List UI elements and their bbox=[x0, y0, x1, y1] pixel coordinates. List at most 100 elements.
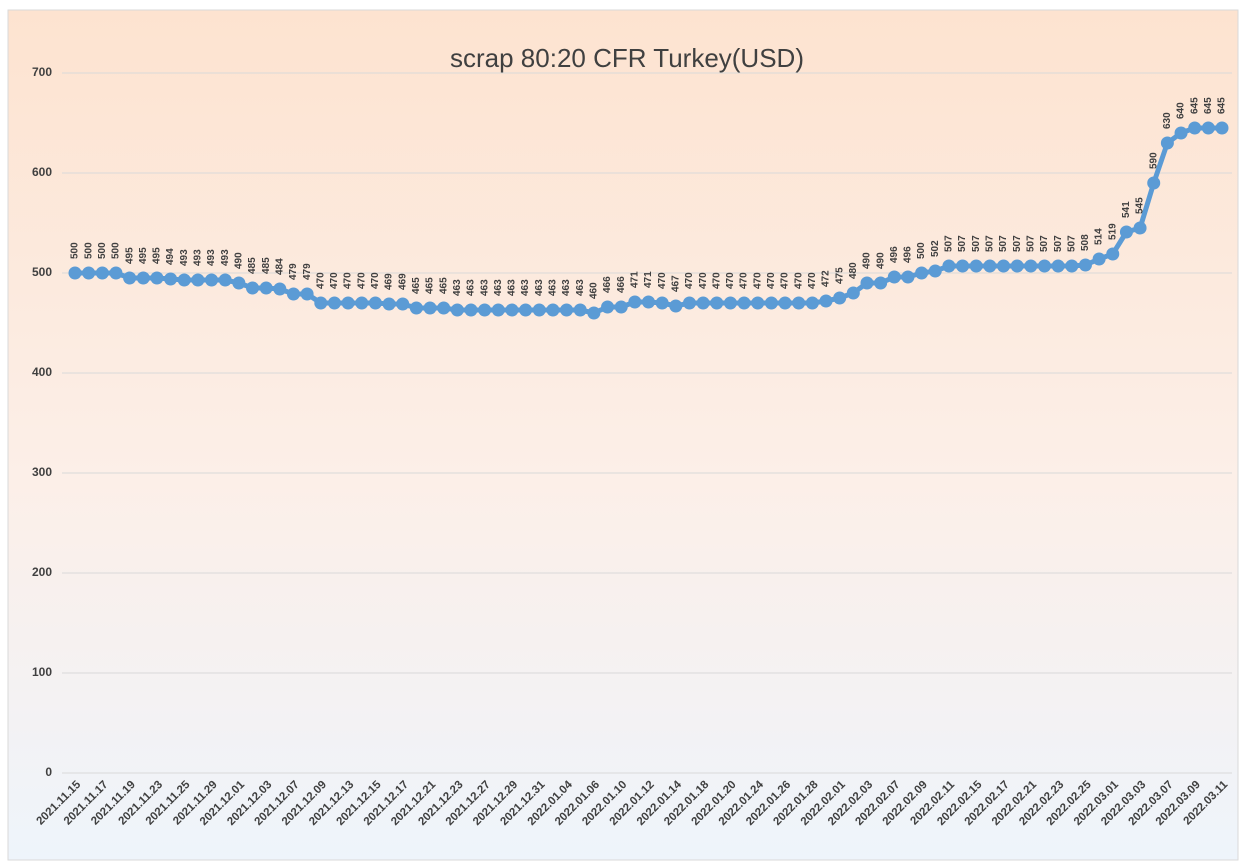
data-point bbox=[382, 297, 396, 311]
chart-title: scrap 80:20 CFR Turkey(USD) bbox=[450, 43, 804, 73]
data-label: 507 bbox=[1025, 235, 1036, 252]
data-label: 496 bbox=[889, 246, 900, 263]
data-label: 507 bbox=[957, 235, 968, 252]
data-label: 470 bbox=[780, 272, 791, 289]
data-label: 475 bbox=[834, 267, 845, 284]
data-point bbox=[997, 259, 1011, 273]
data-label: 645 bbox=[1189, 97, 1200, 114]
y-tick-label: 300 bbox=[32, 465, 52, 479]
data-label: 500 bbox=[70, 242, 81, 259]
data-point bbox=[1078, 258, 1092, 272]
y-tick-label: 600 bbox=[32, 165, 52, 179]
data-label: 470 bbox=[766, 272, 777, 289]
data-point bbox=[191, 273, 205, 287]
data-point bbox=[259, 281, 273, 295]
data-point bbox=[778, 296, 792, 310]
data-label: 640 bbox=[1176, 102, 1187, 119]
data-point bbox=[983, 259, 997, 273]
data-point bbox=[546, 303, 560, 317]
data-point bbox=[737, 296, 751, 310]
data-label: 485 bbox=[247, 257, 258, 274]
data-point bbox=[723, 296, 737, 310]
data-label: 472 bbox=[821, 270, 832, 287]
data-label: 463 bbox=[548, 279, 559, 296]
data-point bbox=[805, 296, 819, 310]
data-label: 490 bbox=[233, 252, 244, 269]
data-point bbox=[341, 296, 355, 310]
data-point bbox=[232, 276, 246, 290]
data-point bbox=[860, 276, 874, 290]
data-point bbox=[655, 296, 669, 310]
y-tick-label: 0 bbox=[45, 765, 52, 779]
data-point bbox=[286, 287, 300, 301]
data-label: 590 bbox=[1148, 152, 1159, 169]
data-point bbox=[764, 296, 778, 310]
data-label: 507 bbox=[1012, 235, 1023, 252]
data-label: 495 bbox=[138, 247, 149, 264]
data-label: 514 bbox=[1094, 228, 1105, 245]
data-point bbox=[136, 271, 150, 285]
data-label: 630 bbox=[1162, 112, 1173, 129]
data-point bbox=[218, 273, 232, 287]
data-label: 470 bbox=[698, 272, 709, 289]
data-point bbox=[109, 266, 123, 280]
data-point bbox=[519, 303, 533, 317]
data-label: 507 bbox=[1039, 235, 1050, 252]
data-point bbox=[491, 303, 505, 317]
data-point bbox=[682, 296, 696, 310]
data-label: 466 bbox=[602, 276, 613, 293]
data-label: 490 bbox=[875, 252, 886, 269]
data-label: 463 bbox=[493, 279, 504, 296]
y-tick-label: 500 bbox=[32, 265, 52, 279]
y-tick-label: 200 bbox=[32, 565, 52, 579]
data-point bbox=[573, 303, 587, 317]
data-point bbox=[887, 270, 901, 284]
data-point bbox=[1160, 136, 1174, 150]
data-label: 490 bbox=[862, 252, 873, 269]
data-point bbox=[396, 297, 410, 311]
data-label: 463 bbox=[452, 279, 463, 296]
data-point bbox=[423, 301, 437, 315]
data-point bbox=[327, 296, 341, 310]
y-tick-label: 100 bbox=[32, 665, 52, 679]
data-label: 470 bbox=[329, 272, 340, 289]
data-label: 500 bbox=[111, 242, 122, 259]
chart-area bbox=[7, 9, 1239, 861]
data-label: 541 bbox=[1121, 201, 1132, 218]
data-label: 493 bbox=[179, 249, 190, 266]
data-point bbox=[273, 282, 287, 296]
data-point bbox=[846, 286, 860, 300]
data-label: 502 bbox=[930, 240, 941, 257]
data-label: 507 bbox=[998, 235, 1009, 252]
data-label: 479 bbox=[302, 263, 313, 280]
data-label: 500 bbox=[83, 242, 94, 259]
data-label: 479 bbox=[288, 263, 299, 280]
data-point bbox=[614, 300, 628, 314]
data-point bbox=[1010, 259, 1024, 273]
data-point bbox=[901, 270, 915, 284]
data-label: 519 bbox=[1107, 223, 1118, 240]
data-point bbox=[628, 295, 642, 309]
data-point bbox=[819, 294, 833, 308]
data-point bbox=[505, 303, 519, 317]
data-point bbox=[560, 303, 574, 317]
data-point bbox=[355, 296, 369, 310]
data-label: 471 bbox=[629, 271, 640, 288]
data-point bbox=[874, 276, 888, 290]
data-label: 494 bbox=[165, 248, 176, 265]
data-label: 470 bbox=[739, 272, 750, 289]
data-label: 466 bbox=[616, 276, 627, 293]
data-point bbox=[1133, 221, 1147, 235]
data-label: 493 bbox=[193, 249, 204, 266]
data-label: 508 bbox=[1080, 234, 1091, 251]
data-label: 470 bbox=[370, 272, 381, 289]
y-tick-label: 400 bbox=[32, 365, 52, 379]
data-label: 471 bbox=[643, 271, 654, 288]
data-point bbox=[150, 271, 164, 285]
data-label: 469 bbox=[397, 273, 408, 290]
data-label: 470 bbox=[315, 272, 326, 289]
data-label: 463 bbox=[561, 279, 572, 296]
data-label: 480 bbox=[848, 262, 859, 279]
data-point bbox=[532, 303, 546, 317]
